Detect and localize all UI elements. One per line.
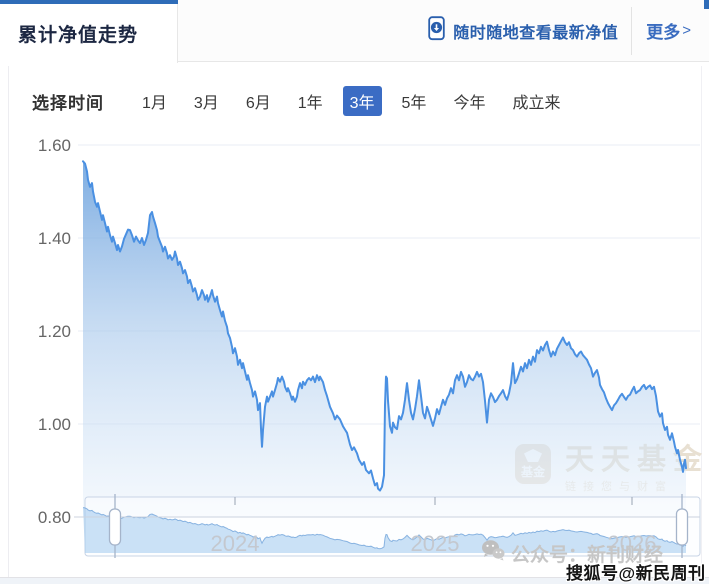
wechat-watermark-label: 公众号：新刊财经 bbox=[511, 544, 664, 566]
widget-bottom-border bbox=[0, 577, 709, 578]
navigator-right-handle[interactable] bbox=[675, 508, 689, 546]
time-option-3[interactable]: 6月 bbox=[245, 95, 271, 112]
y-axis-label: 1.20 bbox=[38, 322, 71, 341]
widget-left-border bbox=[8, 66, 9, 577]
time-option-4[interactable]: 1年 bbox=[297, 95, 323, 112]
latest-net-value-link[interactable]: 随时随地查看最新净值 bbox=[428, 15, 619, 46]
header-right: 随时随地查看最新净值 更多 > bbox=[178, 0, 709, 62]
y-axis-label: 0.80 bbox=[38, 508, 71, 527]
net-value-line bbox=[82, 160, 687, 492]
wechat-watermark: 公众号：新刊财经 bbox=[481, 539, 663, 567]
area-fill bbox=[83, 161, 686, 518]
page-title: 累计净值走势 bbox=[18, 25, 139, 46]
page-bottom-strip bbox=[0, 578, 709, 584]
promo-label: 随时随地查看最新净值 bbox=[453, 24, 619, 42]
navigator-left-handle[interactable] bbox=[108, 508, 122, 546]
time-option-5[interactable]: 3年 bbox=[342, 86, 382, 116]
navigator-mini-line bbox=[82, 507, 687, 550]
chevron-right-icon: > bbox=[682, 22, 691, 39]
time-selector-label: 选择时间 bbox=[32, 93, 104, 113]
sohu-watermark: 搜狐号@新民周刊 bbox=[566, 564, 706, 583]
time-option-7[interactable]: 今年 bbox=[453, 95, 486, 112]
y-axis-label: 1.60 bbox=[38, 136, 71, 155]
x-axis-label: 2026 bbox=[608, 531, 657, 556]
active-tab-accent-bar bbox=[0, 0, 178, 4]
widget-right-border bbox=[701, 66, 702, 577]
time-option-6[interactable]: 5年 bbox=[401, 95, 427, 112]
header-divider bbox=[631, 6, 633, 55]
y-axis-label: 1.00 bbox=[38, 415, 71, 434]
net-value-chart[interactable]: 1.60 1.40 1.20 1.00 0.80 2024 2025 2026 bbox=[0, 130, 709, 576]
navigator-mini-area bbox=[83, 507, 686, 553]
corner-accent bbox=[704, 0, 709, 9]
time-options: 1月 3月 6月 1年 3年 5年 今年 成立来 bbox=[142, 86, 587, 116]
phone-download-icon bbox=[428, 15, 446, 46]
y-axis-label: 1.40 bbox=[38, 229, 71, 248]
time-option-2[interactable]: 3月 bbox=[193, 95, 219, 112]
more-button[interactable]: 更多 > bbox=[646, 18, 691, 43]
time-selector: 选择时间 1月 3月 6月 1年 3年 5年 今年 成立来 bbox=[32, 86, 587, 116]
more-label: 更多 bbox=[646, 23, 681, 42]
header: 累计净值走势 随时随地查看最新净值 更多 > bbox=[0, 0, 709, 63]
x-axis-label: 2024 bbox=[211, 531, 260, 556]
x-axis-label: 2025 bbox=[411, 531, 460, 556]
tab-cumulative-net-value[interactable]: 累计净值走势 bbox=[0, 0, 178, 63]
time-option-1[interactable]: 1月 bbox=[142, 95, 167, 112]
wechat-icon bbox=[481, 539, 505, 567]
time-option-8[interactable]: 成立来 bbox=[512, 95, 561, 112]
